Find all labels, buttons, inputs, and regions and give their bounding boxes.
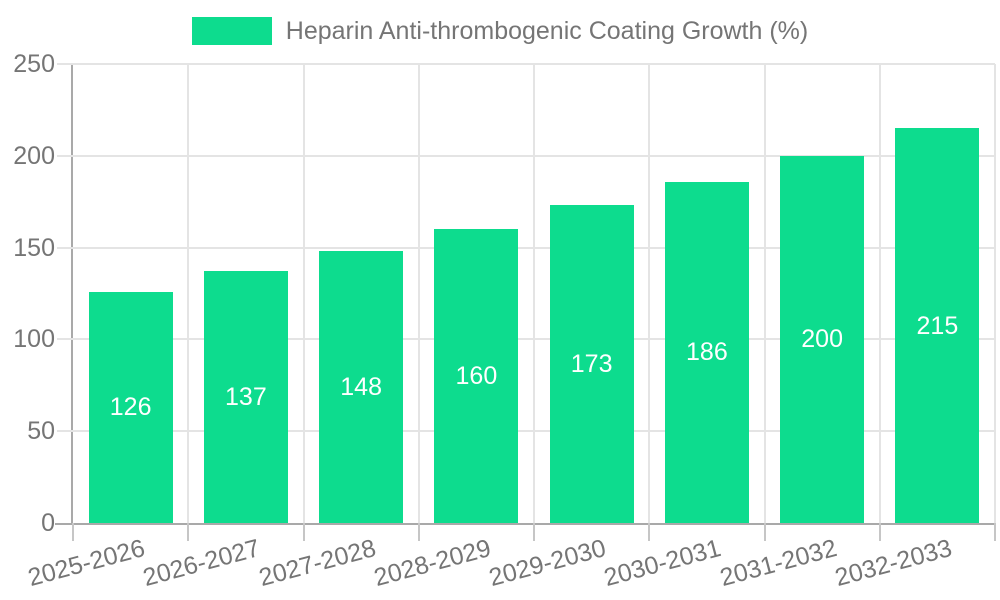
x-tick-label: 2029-2030 — [486, 534, 609, 592]
plot-area: 126 137 148 160 173 186 200 215 — [55, 63, 996, 541]
bar-2029-2030: 173 — [549, 205, 634, 523]
bar-2030-2031: 186 — [664, 181, 749, 523]
bar-value-label: 200 — [801, 325, 843, 354]
bar-2026-2027: 137 — [203, 271, 288, 523]
y-tick-label: 150 — [13, 233, 55, 262]
y-tick-label: 200 — [13, 141, 55, 170]
x-tick-mark — [763, 523, 766, 541]
gridline-vertical — [878, 64, 881, 523]
bar-value-label: 215 — [916, 311, 959, 340]
gridline-horizontal — [57, 430, 995, 433]
x-tick-mark — [417, 523, 420, 541]
bar-value-label: 160 — [455, 362, 498, 391]
bar-value-label: 148 — [340, 373, 382, 402]
gridline-vertical — [187, 64, 190, 523]
bar-2025-2026: 126 — [88, 291, 173, 523]
x-axis-line — [55, 523, 995, 525]
y-tick-label: 0 — [41, 509, 55, 537]
bar-value-label: 186 — [686, 338, 728, 367]
gridline-vertical — [417, 64, 420, 523]
x-tick-mark — [187, 523, 190, 541]
x-tick-mark — [648, 523, 651, 541]
x-axis-labels: 2025-2026 2026-2027 2027-2028 2028-2029 2029… — [25, 534, 995, 600]
x-tick-label: 2028-2029 — [370, 534, 494, 592]
gridline-vertical — [648, 64, 651, 523]
x-tick-label: 2025-2026 — [25, 534, 148, 592]
bar-2027-2028: 148 — [319, 251, 404, 523]
x-tick-label: 2032-2033 — [831, 534, 955, 592]
y-axis-line — [71, 64, 73, 523]
x-tick-mark — [533, 523, 535, 541]
x-tick-mark — [878, 523, 881, 541]
bar-value-label: 173 — [570, 350, 613, 379]
x-tick-label: 2027-2028 — [255, 534, 379, 592]
x-tick-label: 2030-2031 — [601, 534, 725, 592]
bar-value-label: 126 — [109, 393, 152, 422]
x-tick-label: 2026-2027 — [140, 534, 264, 592]
x-tick-mark — [302, 523, 305, 541]
bar-2032-2033: 215 — [895, 128, 980, 523]
gridline-horizontal — [57, 154, 995, 157]
y-tick-label: 50 — [27, 417, 55, 446]
x-tick-mark — [994, 523, 996, 541]
bar-2028-2029: 160 — [434, 229, 519, 523]
bar-value-label: 137 — [225, 383, 267, 412]
gridline-vertical — [994, 64, 996, 523]
gridline-horizontal — [57, 63, 995, 65]
x-tick-label: 2031-2032 — [716, 534, 840, 592]
gridline-vertical — [763, 64, 766, 523]
bar-2031-2032: 200 — [780, 155, 865, 523]
gridline-vertical — [533, 64, 535, 523]
legend-label: Heparin Anti-thrombogenic Coating Growth… — [285, 17, 809, 45]
gridline-horizontal — [57, 246, 995, 249]
gridline-horizontal — [57, 338, 995, 341]
x-tick-mark — [72, 523, 74, 541]
y-tick-label: 250 — [13, 50, 55, 78]
legend-item[interactable]: Heparin Anti-thrombogenic Coating Growth… — [0, 15, 1000, 47]
legend-swatch — [191, 17, 272, 45]
gridline-vertical — [302, 64, 305, 523]
y-tick-label: 100 — [13, 325, 55, 354]
